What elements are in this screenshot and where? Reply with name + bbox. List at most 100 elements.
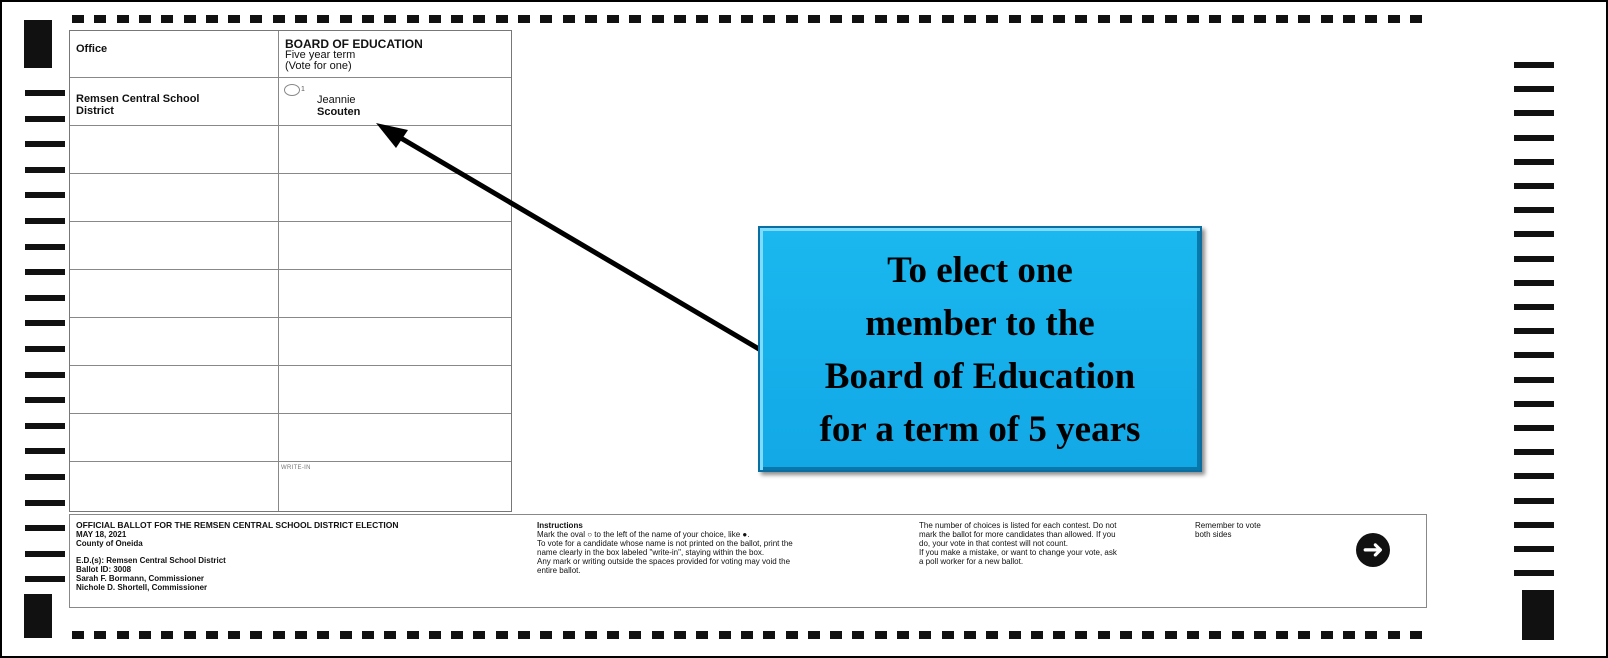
timing-mark: [1514, 231, 1554, 237]
timing-mark: [1514, 86, 1554, 92]
timing-mark: [1388, 15, 1400, 23]
timing-mark: [72, 15, 84, 23]
timing-mark: [1343, 15, 1355, 23]
instructions: Instructions Mark the oval ○ to the left…: [537, 521, 897, 575]
election-date: MAY 18, 2021: [76, 530, 127, 539]
instructions-line: Mark the oval ○ to the left of the name …: [537, 530, 750, 539]
remember-line: both sides: [1195, 530, 1232, 539]
timing-mark: [1365, 631, 1377, 639]
choices-line: do, your vote in that contest will not c…: [919, 539, 1068, 548]
callout-text: To elect one member to the Board of Educ…: [760, 244, 1200, 456]
timing-mark: [1165, 631, 1177, 639]
timing-mark: [273, 631, 285, 639]
timing-mark: [384, 631, 396, 639]
vote-oval[interactable]: [284, 84, 300, 96]
timing-mark: [852, 631, 864, 639]
timing-mark: [1514, 352, 1554, 358]
timing-mark: [1321, 631, 1333, 639]
remember-note: Remember to vote both sides: [1195, 521, 1315, 539]
timing-mark: [1514, 522, 1554, 528]
timing-mark: [763, 15, 775, 23]
contest-term: Five year term: [285, 49, 356, 61]
remember-line: Remember to vote: [1195, 521, 1261, 530]
timing-mark: [228, 15, 240, 23]
timing-mark: [696, 15, 708, 23]
timing-mark: [25, 244, 65, 250]
timing-mark: [25, 346, 65, 352]
timing-mark: [1514, 449, 1554, 455]
district-line-2: District: [76, 105, 114, 117]
choices-note: The number of choices is listed for each…: [919, 521, 1189, 566]
timing-mark: [1053, 631, 1065, 639]
timing-mark: [94, 631, 106, 639]
timing-mark: [897, 15, 909, 23]
callout-box: To elect one member to the Board of Educ…: [758, 226, 1202, 472]
timing-mark: [1232, 15, 1244, 23]
write-in-label: WRITE-IN: [281, 465, 311, 471]
timing-mark: [139, 631, 151, 639]
timing-mark: [652, 15, 664, 23]
timing-mark: [362, 631, 374, 639]
timing-mark: [1142, 631, 1154, 639]
election-district: E.D.(s): Remsen Central School District: [76, 556, 226, 565]
timing-mark: [1120, 15, 1132, 23]
timing-mark: [273, 15, 285, 23]
timing-mark: [384, 15, 396, 23]
timing-mark: [25, 320, 65, 326]
timing-mark: [1514, 256, 1554, 262]
timing-mark: [1514, 473, 1554, 479]
choices-line: mark the ballot for more candidates than…: [919, 530, 1116, 539]
timing-mark: [1053, 15, 1065, 23]
timing-mark: [473, 15, 485, 23]
timing-mark: [184, 15, 196, 23]
timing-mark: [1187, 631, 1199, 639]
timing-mark: [25, 90, 65, 96]
ballot-id: Ballot ID: 3008: [76, 565, 132, 574]
corner-block: [1522, 590, 1554, 640]
grid-row: [70, 317, 511, 366]
timing-mark: [1321, 15, 1333, 23]
timing-mark: [1410, 631, 1422, 639]
arrow-head: [376, 123, 408, 148]
timing-mark: [429, 631, 441, 639]
timing-mark: [496, 631, 508, 639]
county: County of Oneida: [76, 539, 143, 548]
timing-mark: [964, 15, 976, 23]
timing-mark: [25, 372, 65, 378]
timing-mark: [1209, 631, 1221, 639]
timing-mark: [1187, 15, 1199, 23]
timing-mark: [340, 15, 352, 23]
grid-row-candidate: [70, 77, 511, 126]
instructions-line: name clearly in the box labeled "write-i…: [537, 548, 765, 557]
commissioner-2: Nichole D. Shortell, Commissioner: [76, 583, 208, 592]
timing-mark: [1232, 631, 1244, 639]
timing-mark: [94, 15, 106, 23]
timing-mark: [25, 141, 65, 147]
timing-mark: [1209, 15, 1221, 23]
timing-mark: [1098, 15, 1110, 23]
timing-mark: [1254, 15, 1266, 23]
timing-mark: [25, 525, 65, 531]
grid-row-header: [70, 31, 511, 78]
timing-mark: [1009, 631, 1021, 639]
timing-mark: [563, 15, 575, 23]
timing-mark: [763, 631, 775, 639]
timing-mark: [585, 15, 597, 23]
timing-mark: [719, 15, 731, 23]
timing-mark: [1075, 631, 1087, 639]
timing-mark: [1343, 631, 1355, 639]
timing-mark: [741, 631, 753, 639]
timing-mark: [25, 116, 65, 122]
timing-mark: [607, 631, 619, 639]
timing-mark: [206, 631, 218, 639]
timing-mark: [429, 15, 441, 23]
timing-mark: [986, 631, 998, 639]
timing-mark: [1276, 631, 1288, 639]
timing-mark: [897, 631, 909, 639]
official-ballot-info: OFFICIAL BALLOT FOR THE REMSEN CENTRAL S…: [76, 521, 516, 593]
timing-mark: [1514, 159, 1554, 165]
timing-mark: [407, 15, 419, 23]
oval-number: 1: [301, 86, 305, 93]
